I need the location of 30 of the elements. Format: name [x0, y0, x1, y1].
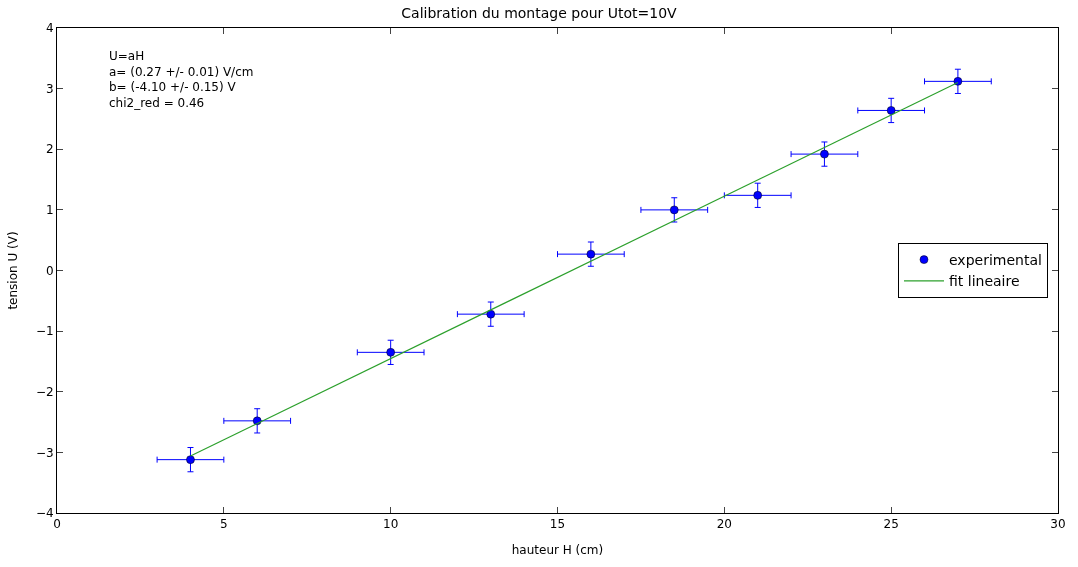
x-tick-label: 30	[1050, 517, 1066, 532]
legend-label: experimental	[948, 252, 1042, 269]
point	[953, 77, 963, 86]
point	[886, 106, 896, 115]
point	[820, 149, 829, 159]
point	[586, 249, 596, 259]
annotation: U=aH a= (0.27 +/- 0.01) V/cm b= (-4.10 +/- 0.15) V chi2_red = 0.46	[109, 49, 254, 110]
y-tick-label: −3	[35, 445, 54, 460]
x-tick-label: 25	[883, 517, 899, 532]
y-tick-label: −2	[35, 384, 54, 399]
x-tick-label: 10	[383, 517, 399, 532]
point	[186, 455, 195, 464]
point	[670, 205, 679, 215]
point	[386, 348, 395, 357]
y-tick-label: 4	[45, 21, 54, 36]
x-axis-title: hauteur H (cm)	[511, 543, 604, 558]
y-tick-label: −4	[35, 506, 54, 521]
chart-title: Calibration du montage pour Utot=10V	[401, 5, 678, 22]
x-tick-label: 20	[716, 517, 732, 532]
y-tick-label: 0	[45, 263, 54, 278]
y-tick-label: 3	[45, 81, 54, 96]
point	[753, 191, 762, 200]
x-tick-label: 5	[220, 517, 228, 532]
y-tick-label: 2	[45, 142, 54, 157]
y-tick-label: 1	[45, 203, 54, 218]
y-axis-title: tension U (V)	[6, 231, 21, 310]
y-tick-label: −1	[35, 324, 54, 339]
point	[486, 309, 496, 319]
legend-label: fit lineaire	[948, 273, 1020, 290]
x-tick-label: 15	[549, 517, 566, 532]
